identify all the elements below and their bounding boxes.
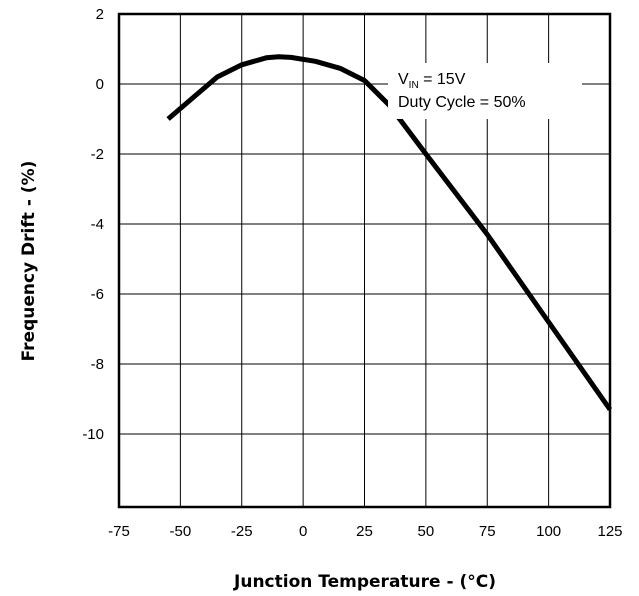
annotation-vin: VIN = 15V bbox=[398, 71, 466, 91]
y-tick-label: -10 bbox=[82, 426, 104, 443]
y-tick-labels: 2 0 -2 -4 -6 -8 -10 bbox=[82, 6, 104, 443]
annotation: VIN = 15V Duty Cycle = 50% bbox=[388, 63, 582, 119]
y-tick-label: 0 bbox=[96, 76, 104, 93]
plot-frame bbox=[117, 12, 612, 509]
y-tick-label: -8 bbox=[91, 356, 104, 373]
x-tick-label: 25 bbox=[356, 523, 373, 540]
series-group bbox=[166, 54, 613, 411]
y-tick-label: -6 bbox=[91, 286, 104, 303]
annotation-v-prefix: V bbox=[398, 71, 409, 88]
annotation-v-value: = 15V bbox=[419, 71, 466, 88]
annotation-background bbox=[388, 63, 582, 119]
series-line bbox=[166, 54, 613, 411]
y-axis-title: Frequency Drift - (%) bbox=[19, 161, 39, 362]
annotation-duty-cycle: Duty Cycle = 50% bbox=[398, 94, 526, 111]
x-tick-label: 100 bbox=[536, 523, 561, 540]
x-tick-label: -50 bbox=[170, 523, 192, 540]
x-tick-label: 125 bbox=[597, 523, 622, 540]
y-tick-label: 2 bbox=[96, 6, 104, 23]
x-tick-label: -75 bbox=[108, 523, 130, 540]
annotation-v-subscript: IN bbox=[409, 80, 419, 91]
x-tick-label: 75 bbox=[479, 523, 496, 540]
x-axis-title: Junction Temperature - (°C) bbox=[233, 572, 496, 592]
y-tick-label: -4 bbox=[91, 216, 104, 233]
x-tick-label: 0 bbox=[299, 523, 307, 540]
x-tick-label: -25 bbox=[231, 523, 253, 540]
x-tick-labels: -75 -50 -25 0 25 50 75 100 125 bbox=[108, 523, 622, 540]
y-tick-label: -2 bbox=[91, 146, 104, 163]
x-tick-label: 50 bbox=[418, 523, 435, 540]
